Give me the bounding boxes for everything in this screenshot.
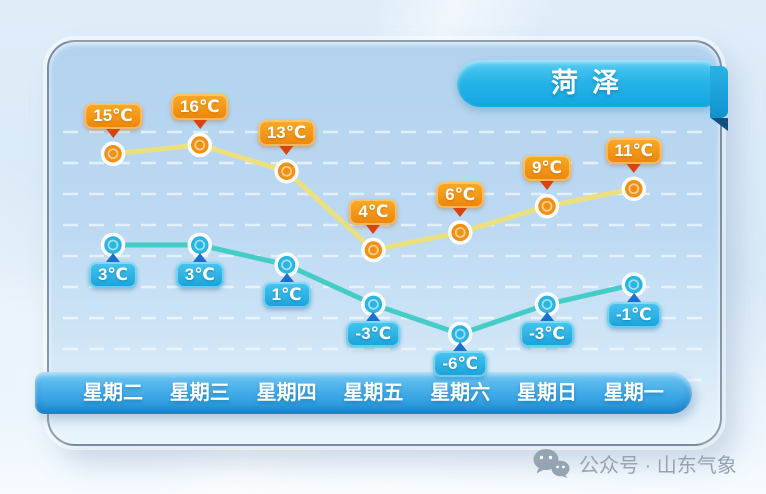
low-temp-label: -3℃ [520,312,574,348]
label-pointer [105,253,120,263]
low-temp-point-detail [628,279,640,290]
high-temp-value: 16℃ [180,97,220,116]
low-temp-value: -1℃ [615,304,652,324]
high-temp-value: 15℃ [93,105,133,125]
wechat-icon [533,449,570,478]
label-pointer [279,146,294,156]
low-temp-label: 1℃ [262,272,311,308]
ribbon-side-face [710,66,728,118]
high-temp-value: 11℃ [614,140,654,160]
day-label: 星期四 [256,382,317,404]
page-title: 菏泽 [551,68,633,98]
high-temp-value: 9℃ [531,158,563,178]
high-temp-point-detail [628,183,640,195]
high-temp-label: 4℃ [349,199,398,234]
forecast-card: 星期二 星期三 星期四 星期五 星期六 星期日 星期一 15℃ 16℃ 13℃ 4℃ 6℃ 9℃ 11℃… [35,40,728,446]
label-pointer [366,225,381,234]
label-pointer [279,272,294,282]
low-temp-value: -3℃ [529,324,565,344]
low-temp-point [447,321,473,347]
label-pointer [626,163,641,173]
low-temp-value: -6℃ [442,354,479,374]
low-temp-point [100,232,126,258]
high-temp-point [274,159,299,184]
low-temp-point-detail [367,298,379,310]
publisher-footer: 公众号 · 山东气象 [532,448,737,478]
high-temp-value: 13℃ [266,123,307,143]
label-pointer [366,312,381,322]
low-temp-value: 1℃ [271,284,302,304]
low-temp-point-detail [281,259,293,271]
high-temp-label: 15℃ [84,102,142,138]
low-temp-label: 3℃ [88,253,138,289]
low-temp-label: 3℃ [175,253,224,289]
low-temp-line [110,242,637,337]
high-temp-value: 6℃ [445,184,476,204]
high-temp-label: 6℃ [436,181,485,217]
high-temp-label: 16℃ [171,94,229,129]
low-temp-point [274,252,299,278]
high-temp-point-detail [281,165,293,177]
high-temp-point-detail [454,227,466,238]
low-temp-value: -3℃ [355,324,392,344]
low-temp-label: -1℃ [606,292,661,328]
label-pointer [453,207,468,217]
label-pointer [192,120,207,129]
day-label: 星期一 [603,382,664,404]
low-temp-point-detail [107,239,119,251]
city-title-ribbon: 菏泽 [457,60,728,131]
day-label: 星期日 [517,382,577,404]
low-temp-point-detail [541,298,553,310]
high-temp-point [187,132,213,158]
high-temp-point-detail [541,200,553,212]
low-temp-point-detail [454,328,466,340]
day-axis-bar: 星期二 星期三 星期四 星期五 星期六 星期日 星期一 [35,372,692,414]
low-temp-point-detail [194,239,206,251]
day-label: 星期五 [343,382,404,404]
low-temp-value: 3℃ [97,265,129,285]
high-temp-point [621,176,647,201]
high-temp-point [100,141,126,166]
high-temp-label: 11℃ [605,137,663,173]
low-temp-value: 3℃ [184,265,215,285]
high-temp-point-detail [367,244,379,256]
high-temp-point-detail [194,139,206,151]
high-temp-value: 4℃ [358,202,389,221]
high-temp-label: 9℃ [522,155,572,191]
low-temp-point [534,292,560,317]
high-temp-point [361,237,386,263]
day-label: 星期三 [169,382,230,404]
low-temp-label: -3℃ [346,312,401,348]
label-pointer [453,342,468,352]
high-temp-label: 13℃ [257,120,316,156]
low-temp-point [361,292,386,317]
label-pointer [106,128,120,138]
high-temp-point [447,220,473,245]
high-temp-line [110,142,637,253]
label-pointer [192,253,207,263]
day-label: 星期二 [83,382,143,404]
ribbon-fold [711,118,728,131]
low-temp-point [187,232,213,258]
label-pointer [626,292,641,302]
low-temp-point [621,272,647,297]
publisher-label: 公众号 · 山东气象 [579,454,737,477]
high-temp-point [534,194,560,219]
label-pointer [539,312,554,322]
high-temp-point-detail [107,148,119,160]
day-label: 星期六 [430,382,491,404]
label-pointer [539,181,554,191]
